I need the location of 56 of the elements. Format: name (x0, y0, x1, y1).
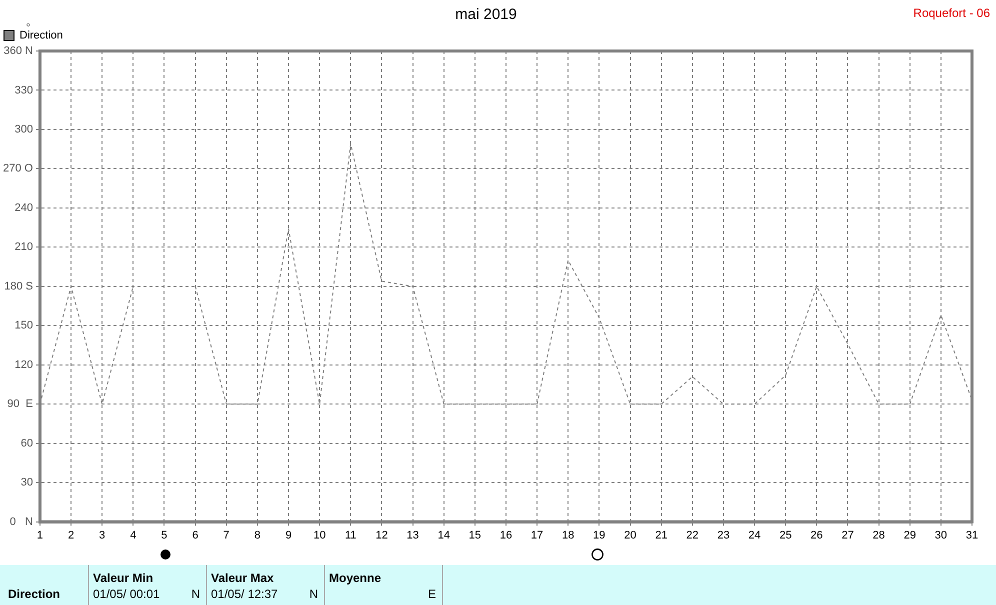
text: N (191, 587, 200, 601)
x-tick-label: 20 (624, 529, 636, 542)
x-tick-label: 30 (934, 529, 948, 542)
x-tick-label: 7 (223, 529, 230, 542)
y-tick-label: 150 (14, 320, 33, 332)
x-tick-label: 15 (468, 529, 482, 542)
x-tick-label: 26 (810, 529, 823, 542)
text: Valeur Max (211, 571, 274, 585)
x-tick-label: 22 (686, 529, 699, 542)
y-tick-label: 300 (14, 124, 33, 136)
y-tick-label: 180 S (4, 280, 33, 292)
text: E (428, 587, 436, 601)
y-tick-label: 330 (14, 84, 33, 96)
y-tick-label: 0 N (10, 516, 34, 528)
x-tick-label: 6 (192, 529, 198, 542)
x-tick-label: 4 (130, 529, 136, 542)
x-tick-label: 14 (438, 529, 450, 542)
x-tick-label: 3 (99, 529, 106, 542)
x-tick-label: 27 (842, 529, 854, 542)
text: Direction (8, 587, 60, 601)
x-tick-label: 10 (313, 529, 326, 542)
y-tick-label: 30 (20, 476, 33, 489)
x-tick-label: 28 (872, 529, 885, 542)
x-tick-label: 31 (966, 529, 978, 542)
x-tick-label: 17 (530, 529, 544, 542)
text: Moyenne (329, 571, 382, 585)
text: N (309, 587, 318, 601)
x-tick-label: 16 (500, 529, 512, 542)
y-tick-label: 120 (14, 358, 33, 371)
x-tick-label: 12 (376, 529, 388, 542)
text: 01/05/ 00:01 (93, 587, 160, 601)
chart-title: mai 2019 (455, 6, 517, 24)
legend-label: Direction (20, 30, 63, 42)
x-tick-label: 5 (161, 529, 168, 542)
y-tick-label: 360 N (4, 45, 34, 58)
x-tick-label: 11 (344, 529, 356, 542)
x-tick-label: 13 (406, 529, 419, 542)
x-tick-label: 21 (655, 529, 668, 542)
chart-subtitle: Roquefort - 06 (913, 6, 990, 20)
x-tick-label: 23 (717, 529, 730, 542)
y-tick-label: 240 (14, 202, 33, 214)
y-tick-label: 210 (14, 241, 33, 254)
y-tick-label: 270 O (2, 162, 34, 175)
x-tick-label: 18 (562, 529, 574, 542)
x-tick-label: 24 (748, 529, 761, 542)
x-tick-label: 1 (36, 529, 44, 542)
x-tick-label: 9 (285, 529, 292, 542)
x-tick-label: 25 (779, 529, 792, 542)
x-tick-label: 19 (593, 529, 606, 542)
y-tick-label: 60 (20, 437, 33, 450)
text: 01/05/ 12:37 (211, 587, 278, 601)
x-tick-label: 8 (254, 529, 261, 542)
text: Valeur Min (93, 571, 154, 585)
x-tick-label: 29 (904, 529, 916, 542)
x-tick-label: 2 (68, 529, 74, 542)
y-tick-label: 90 E (7, 398, 33, 410)
